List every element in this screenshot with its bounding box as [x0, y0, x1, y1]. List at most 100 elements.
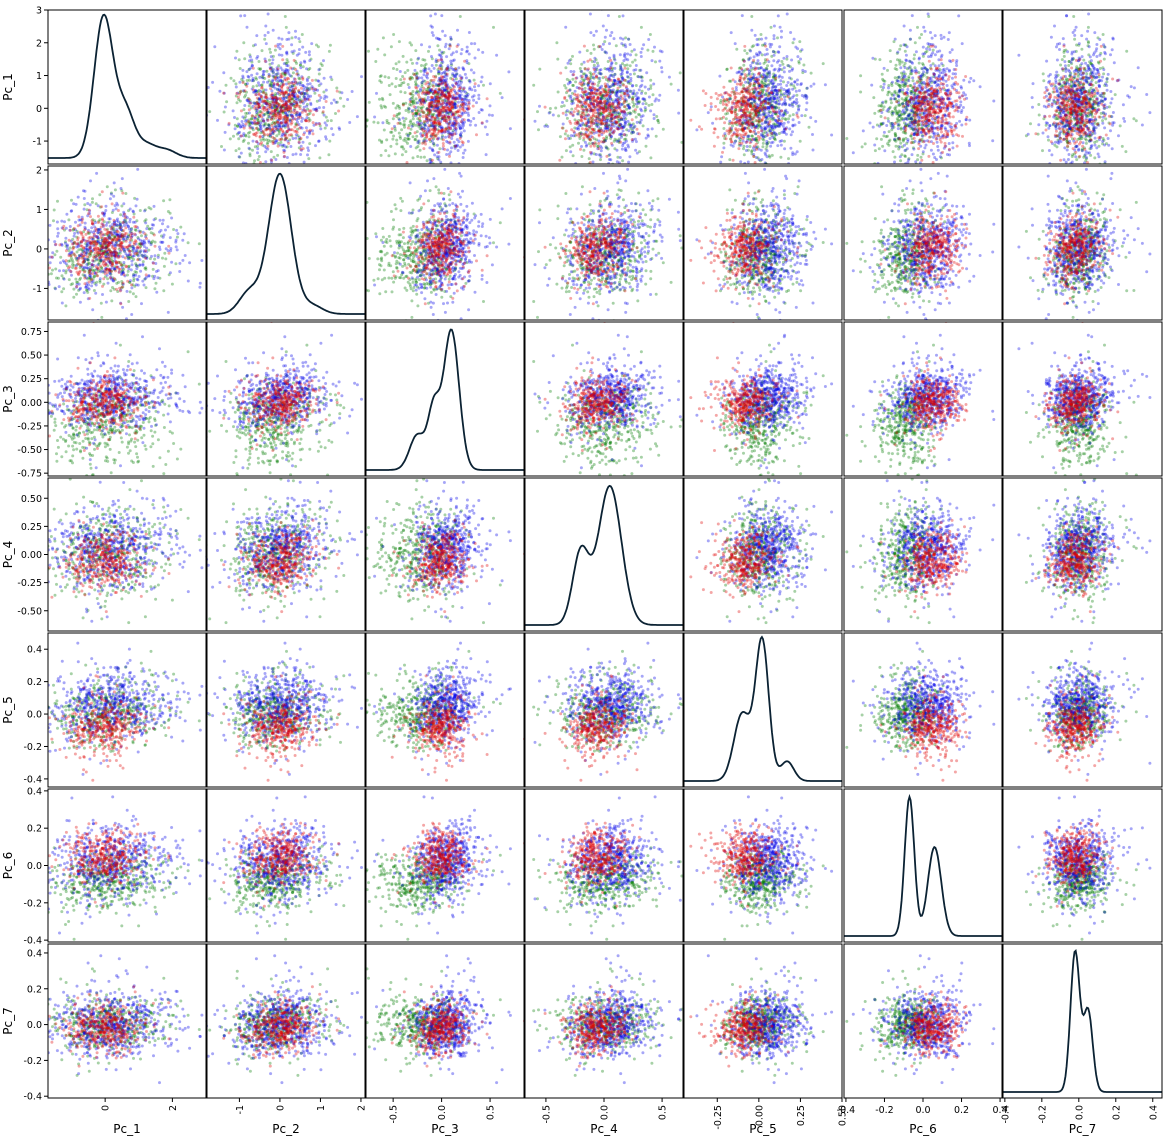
- point: [746, 137, 750, 141]
- point: [430, 78, 434, 82]
- point: [460, 75, 464, 79]
- point: [609, 92, 613, 95]
- point: [449, 37, 453, 41]
- point: [639, 118, 643, 122]
- point: [608, 68, 611, 71]
- point: [271, 96, 275, 100]
- point: [758, 109, 762, 113]
- point: [748, 102, 752, 106]
- point: [447, 95, 451, 99]
- point: [554, 106, 558, 110]
- point: [443, 119, 446, 123]
- point: [287, 93, 291, 97]
- point: [773, 138, 777, 142]
- point: [213, 45, 217, 49]
- point: [771, 128, 775, 132]
- point: [588, 86, 592, 90]
- point: [425, 116, 429, 120]
- point: [744, 121, 748, 125]
- point: [775, 119, 779, 123]
- point: [259, 126, 263, 130]
- point: [451, 59, 455, 63]
- point: [458, 126, 462, 130]
- point: [291, 90, 295, 94]
- point: [769, 104, 772, 108]
- point: [608, 74, 612, 78]
- point: [482, 83, 485, 87]
- point: [746, 135, 750, 138]
- point: [325, 123, 329, 127]
- point: [239, 109, 243, 113]
- point: [603, 67, 607, 71]
- point: [723, 137, 727, 140]
- point: [383, 53, 387, 57]
- point: [626, 80, 630, 84]
- point: [754, 138, 757, 142]
- point: [735, 71, 739, 75]
- point: [461, 141, 465, 145]
- point: [392, 33, 396, 36]
- point: [586, 128, 590, 132]
- point: [290, 93, 294, 97]
- point: [418, 98, 422, 102]
- point: [735, 99, 738, 103]
- point: [278, 114, 282, 118]
- point: [610, 31, 614, 34]
- point: [295, 94, 299, 98]
- point: [779, 143, 783, 147]
- point: [294, 86, 298, 90]
- point: [614, 122, 618, 126]
- point: [622, 101, 626, 105]
- point: [441, 106, 445, 109]
- point: [442, 107, 445, 111]
- point: [761, 76, 765, 80]
- point: [591, 82, 595, 86]
- point: [346, 98, 350, 101]
- point: [445, 72, 449, 76]
- point: [401, 103, 405, 107]
- point: [561, 111, 565, 115]
- point: [758, 75, 762, 79]
- point: [778, 68, 782, 71]
- point: [760, 80, 764, 84]
- point: [414, 91, 418, 95]
- point: [587, 120, 590, 124]
- point: [589, 101, 592, 105]
- point: [449, 66, 453, 70]
- point: [292, 49, 296, 53]
- point: [604, 109, 608, 112]
- point: [592, 91, 595, 95]
- point: [774, 73, 777, 77]
- point: [436, 110, 440, 114]
- point: [283, 78, 287, 82]
- point: [422, 68, 426, 72]
- point: [631, 100, 635, 104]
- point: [400, 153, 404, 157]
- point: [442, 101, 446, 105]
- point: [239, 90, 243, 94]
- point: [798, 40, 802, 44]
- point: [749, 121, 753, 125]
- point: [267, 124, 271, 127]
- point: [444, 108, 448, 112]
- point: [746, 148, 750, 152]
- point: [270, 85, 274, 89]
- point: [283, 154, 286, 158]
- point: [740, 127, 744, 131]
- point: [425, 134, 429, 138]
- point: [590, 86, 594, 90]
- point: [437, 70, 441, 74]
- point: [438, 82, 441, 86]
- point: [758, 83, 762, 87]
- point: [245, 111, 249, 115]
- point: [643, 109, 647, 113]
- point: [608, 128, 612, 132]
- point: [473, 85, 476, 89]
- point: [772, 50, 775, 54]
- point: [436, 112, 440, 116]
- point: [576, 103, 579, 107]
- point: [472, 117, 476, 120]
- point: [635, 97, 639, 101]
- point: [418, 119, 422, 123]
